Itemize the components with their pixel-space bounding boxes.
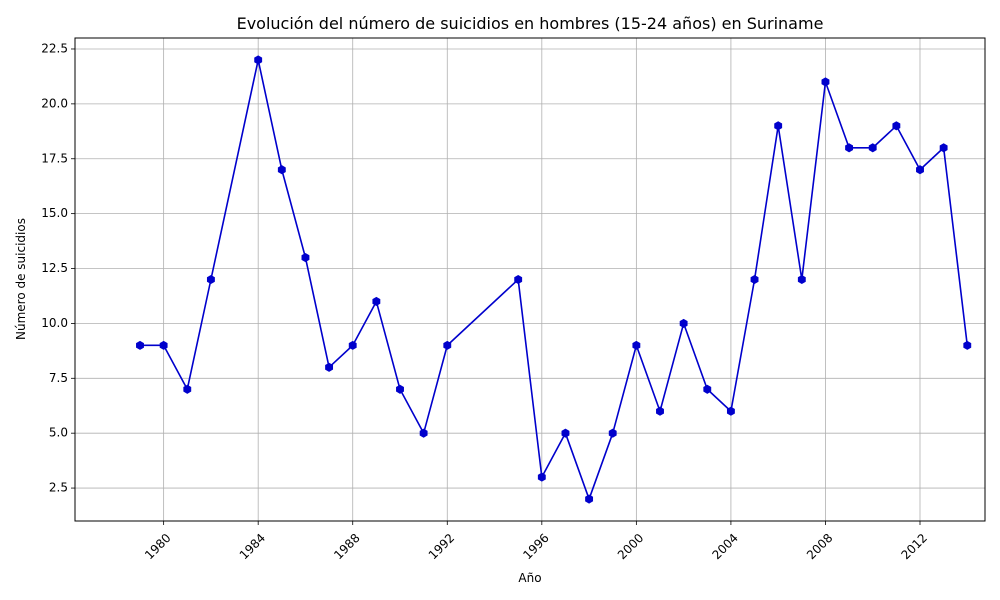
x-tick-label: 1984 bbox=[237, 531, 268, 562]
data-point bbox=[916, 165, 924, 175]
data-point bbox=[726, 406, 735, 416]
data-point bbox=[632, 340, 641, 350]
data-point bbox=[514, 274, 523, 285]
data-point bbox=[892, 121, 901, 131]
data-point bbox=[585, 494, 594, 504]
data-point bbox=[325, 362, 334, 372]
data-point bbox=[656, 406, 664, 416]
y-tick-label: 20.0 bbox=[41, 96, 68, 110]
data-point bbox=[561, 428, 570, 438]
data-point bbox=[679, 318, 688, 328]
x-tick-label: 2000 bbox=[615, 531, 646, 562]
x-axis-title: Año bbox=[518, 571, 541, 585]
data-point bbox=[703, 384, 712, 394]
data-point bbox=[396, 384, 404, 394]
y-tick-label: 22.5 bbox=[41, 41, 68, 55]
data-point bbox=[301, 253, 310, 263]
data-point bbox=[419, 428, 428, 438]
x-tick-label: 1996 bbox=[520, 531, 551, 562]
data-point bbox=[183, 384, 192, 394]
data-point bbox=[868, 143, 877, 153]
x-tick-label: 2004 bbox=[709, 531, 740, 562]
data-point bbox=[348, 340, 357, 350]
series-layer bbox=[136, 55, 972, 504]
data-point bbox=[774, 121, 783, 131]
data-point bbox=[845, 143, 854, 153]
data-point bbox=[537, 472, 546, 482]
y-tick-label: 15.0 bbox=[41, 206, 68, 220]
x-tick-label: 1992 bbox=[426, 531, 457, 562]
y-tick-label: 7.5 bbox=[49, 371, 68, 385]
data-point bbox=[254, 55, 263, 65]
y-tick-label: 17.5 bbox=[41, 151, 68, 165]
x-tick-label: 2012 bbox=[899, 531, 930, 562]
data-point bbox=[939, 143, 948, 153]
x-tick-label: 1980 bbox=[142, 531, 173, 562]
data-point bbox=[443, 340, 452, 350]
y-tick-label: 10.0 bbox=[41, 316, 68, 330]
data-point bbox=[159, 340, 168, 350]
data-point bbox=[797, 274, 806, 285]
data-point bbox=[277, 165, 286, 175]
chart-title: Evolución del número de suicidios en hom… bbox=[237, 14, 824, 33]
data-point bbox=[963, 340, 972, 350]
data-point bbox=[750, 274, 759, 285]
data-point bbox=[372, 296, 381, 306]
data-point bbox=[821, 77, 830, 87]
x-tick-label: 2008 bbox=[804, 531, 835, 562]
data-point bbox=[136, 340, 144, 350]
plot-frame bbox=[74, 37, 986, 522]
y-tick-label: 5.0 bbox=[49, 426, 68, 440]
x-tick-label: 1988 bbox=[331, 531, 362, 562]
y-tick-label: 12.5 bbox=[41, 261, 68, 275]
grid bbox=[75, 38, 985, 521]
axes: 1980 1984 1988 1992 1996 2000 2004 2008 2012 2.5 5… bbox=[41, 41, 930, 562]
y-tick-label: 2.5 bbox=[49, 481, 68, 495]
y-axis-title: Número de suicidios bbox=[14, 218, 28, 340]
data-point bbox=[608, 428, 617, 438]
data-point bbox=[206, 274, 215, 285]
